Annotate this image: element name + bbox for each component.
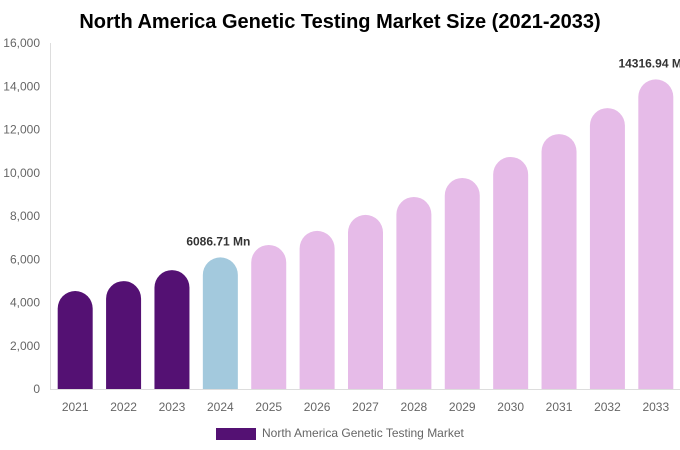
bar-2030[interactable] <box>493 156 529 389</box>
y-tick-label: 2,000 <box>10 339 40 353</box>
chart-title: North America Genetic Testing Market Siz… <box>79 11 600 33</box>
bar-2033[interactable] <box>638 79 674 389</box>
x-tick-label: 2025 <box>255 400 282 414</box>
bar-2025[interactable] <box>251 244 287 389</box>
y-tick-label: 8,000 <box>10 209 40 223</box>
bar-2028[interactable] <box>396 196 432 389</box>
x-tick-label: 2031 <box>546 400 573 414</box>
x-tick-label: 2033 <box>642 400 669 414</box>
legend-label[interactable]: North America Genetic Testing Market <box>262 426 465 440</box>
bar-2027[interactable] <box>348 214 383 389</box>
x-tick-label: 2022 <box>110 400 137 414</box>
y-tick-label: 16,000 <box>3 36 40 50</box>
bar-2026[interactable] <box>299 230 335 389</box>
x-tick-label: 2021 <box>62 400 89 414</box>
bar-2032[interactable] <box>589 108 625 389</box>
x-tick-label: 2028 <box>401 400 428 414</box>
data-label: 6086.71 Mn <box>186 234 250 248</box>
y-tick-label: 10,000 <box>3 166 40 180</box>
y-tick-label: 14,000 <box>3 79 40 93</box>
x-tick-label: 2026 <box>304 400 331 414</box>
bar-2024[interactable] <box>202 257 238 389</box>
bar-2023[interactable] <box>154 270 190 389</box>
x-tick-label: 2023 <box>159 400 186 414</box>
bar-2029[interactable] <box>444 177 480 389</box>
y-tick-label: 0 <box>33 382 40 396</box>
y-tick-label: 4,000 <box>10 296 40 310</box>
y-tick-label: 6,000 <box>10 252 40 266</box>
x-tick-label: 2029 <box>449 400 476 414</box>
x-tick-label: 2030 <box>497 400 524 414</box>
x-tick-label: 2032 <box>594 400 621 414</box>
x-tick-label: 2027 <box>352 400 379 414</box>
bar-2031[interactable] <box>541 134 577 389</box>
x-tick-label: 2024 <box>207 400 234 414</box>
data-label: 14316.94 Mn <box>618 56 680 70</box>
y-tick-label: 12,000 <box>3 123 40 137</box>
bar-2022[interactable] <box>106 281 142 389</box>
bar-2021[interactable] <box>57 291 93 389</box>
legend-swatch[interactable] <box>216 428 256 440</box>
